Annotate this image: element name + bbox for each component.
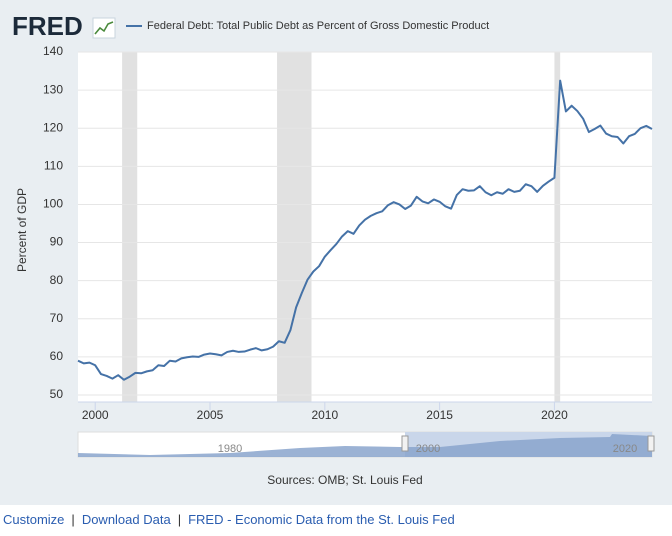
y-tick-label: 120	[43, 120, 63, 134]
y-axis-label: Percent of GDP	[15, 188, 29, 272]
y-tick-label: 70	[50, 311, 64, 325]
x-tick-label: 2010	[311, 408, 338, 422]
data-line	[77, 79, 653, 381]
logo-icon	[92, 17, 116, 39]
legend-label: Federal Debt: Total Public Debt as Perce…	[147, 20, 489, 32]
source: Sources: OMB; St. Louis Fed	[267, 473, 422, 487]
recession-band	[277, 52, 312, 402]
separator: |	[177, 512, 182, 527]
navigator-label: 2000	[416, 443, 440, 455]
y-tick-label: 100	[43, 197, 63, 211]
navigator-label: 1980	[218, 443, 242, 455]
link[interactable]: Download Data	[81, 512, 171, 527]
logo: FRED	[12, 11, 83, 41]
link[interactable]: Customize	[3, 512, 65, 527]
y-tick-label: 80	[50, 273, 64, 287]
x-tick-label: 2015	[426, 408, 453, 422]
x-tick-label: 2005	[197, 408, 224, 422]
x-tick-label: 2020	[541, 408, 568, 422]
recession-band	[554, 52, 561, 402]
separator: |	[71, 512, 75, 527]
link[interactable]: FRED - Economic Data from the St. Louis …	[188, 512, 455, 527]
navigator-label: 2020	[613, 443, 637, 455]
recession-band	[122, 52, 138, 402]
navigator	[77, 431, 655, 458]
plot-area	[78, 52, 652, 402]
navigator-handle[interactable]	[647, 435, 655, 452]
x-tick-label: 2000	[82, 408, 109, 422]
y-tick-label: 60	[50, 349, 64, 363]
chart: FRED Federal Debt: Total Public Debt as …	[0, 0, 672, 505]
links: Customize | Download Data | FRED - Economic …	[3, 512, 455, 527]
y-tick-label: 50	[50, 387, 64, 401]
y-tick-label: 110	[44, 159, 63, 173]
y-tick-label: 130	[43, 82, 63, 96]
navigator-handle[interactable]	[401, 435, 409, 452]
y-tick-label: 140	[43, 44, 63, 58]
y-tick-label: 90	[50, 235, 64, 249]
